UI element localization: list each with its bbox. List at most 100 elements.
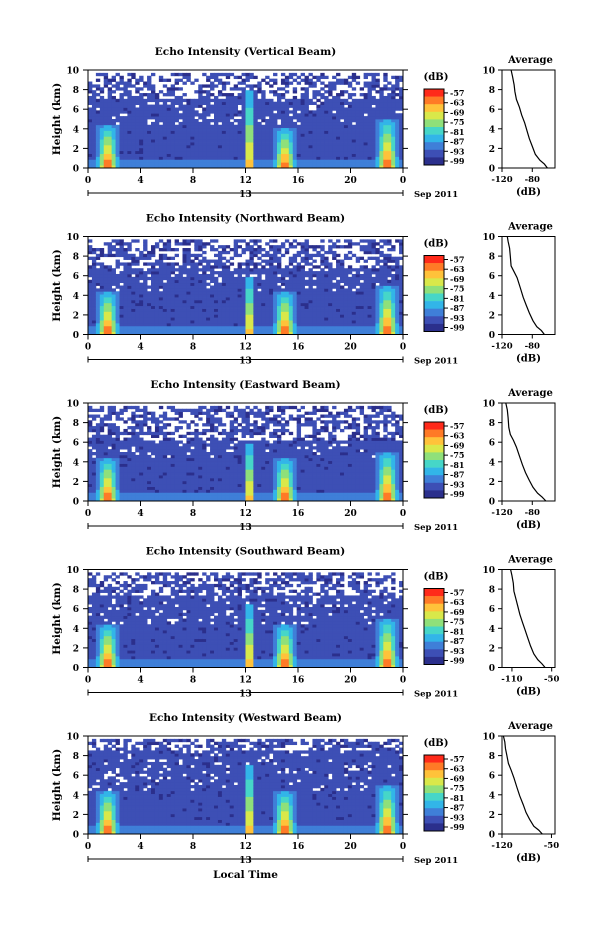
heatmap-cell	[257, 98, 262, 103]
heatmap-cell	[253, 299, 258, 304]
heatmap-cell	[143, 165, 148, 169]
heatmap-cell	[395, 285, 400, 289]
heatmap-cell	[383, 139, 388, 143]
heatmap-cell	[217, 328, 223, 333]
heatmap-cell	[367, 72, 372, 77]
heatmap-cell	[233, 130, 239, 134]
heatmap-cell	[107, 245, 113, 249]
heatmap-cell	[343, 101, 349, 105]
heatmap-cell	[375, 81, 380, 85]
heatmap-cell	[214, 130, 219, 134]
heatmap-cell	[210, 317, 215, 321]
heatmap-cell	[119, 469, 124, 473]
heatmap-cell	[127, 437, 132, 441]
heatmap-cell	[316, 308, 321, 312]
heatmap-cell	[127, 446, 132, 450]
heatmap-cell	[351, 104, 357, 108]
heatmap-cell	[111, 454, 116, 459]
heatmap-cell	[194, 294, 199, 298]
heatmap-cell	[308, 308, 313, 312]
heatmap-cell	[343, 113, 349, 117]
heatmap-cell	[95, 299, 101, 304]
heatmap-cell	[269, 328, 274, 333]
heatmap-cell	[249, 107, 254, 111]
heatmap-cell	[214, 276, 219, 281]
heatmap-cell	[391, 259, 396, 263]
heatmap-cell	[332, 136, 337, 140]
heatmap-cell	[395, 147, 400, 152]
heatmap-cell	[115, 165, 120, 169]
heatmap-cell	[178, 116, 183, 120]
heatmap-cell	[395, 271, 400, 275]
heatmap-cell	[107, 440, 113, 444]
heatmap-cell	[371, 331, 376, 335]
heatmap-cell	[103, 446, 109, 450]
heatmap-cell	[265, 107, 270, 111]
heatmap-cell	[107, 302, 113, 307]
heatmap-cell	[198, 314, 203, 318]
heatmap-cell	[127, 153, 132, 157]
heatmap-cell	[367, 331, 372, 335]
heatmap-cell	[359, 139, 365, 143]
heatmap-cell	[351, 150, 357, 154]
heatmap-cell	[320, 124, 325, 129]
heatmap-cell	[308, 124, 313, 129]
heatmap-cell	[182, 302, 187, 307]
heatmap-cell	[178, 136, 183, 140]
heatmap-cell	[225, 288, 231, 292]
heatmap-cell	[375, 72, 380, 77]
heatmap-cell	[328, 262, 333, 266]
heatmap-cell	[391, 285, 396, 289]
heatmap-cell	[143, 271, 148, 275]
heatmap-cell	[343, 156, 349, 160]
heatmap-cell	[95, 440, 101, 444]
heatmap-cell	[371, 121, 376, 126]
x-tick-label: 8	[190, 343, 196, 353]
heatmap-cell	[143, 311, 148, 315]
heatmap-cell	[300, 282, 305, 286]
heatmap-cell	[202, 113, 207, 117]
heatmap-cell	[198, 259, 203, 263]
heatmap-cell	[119, 279, 124, 284]
heatmap-cell	[115, 466, 120, 470]
heatmap-cell	[363, 165, 368, 169]
heatmap-cell	[304, 302, 309, 307]
heatmap-cell	[332, 320, 337, 324]
heatmap-cell	[375, 288, 380, 292]
heatmap-cell	[328, 107, 333, 111]
heatmap-cell	[241, 98, 246, 103]
heatmap-cell	[383, 87, 388, 91]
heatmap-cell	[277, 127, 282, 131]
heatmap-cell	[210, 322, 215, 327]
heatmap-cell	[186, 256, 191, 260]
heatmap-cell	[367, 84, 372, 88]
heatmap-cell	[123, 119, 128, 123]
heatmap-cell	[95, 268, 101, 272]
heatmap-cell	[123, 242, 128, 246]
heatmap-cell	[115, 101, 120, 105]
heatmap-cell	[336, 93, 341, 97]
heatmap-cell	[371, 322, 376, 327]
heatmap-cell	[225, 156, 231, 160]
heatmap-cell	[304, 294, 309, 298]
heatmap-cell	[99, 271, 105, 275]
heatmap-cell	[273, 90, 278, 94]
heatmap-cell	[178, 133, 183, 137]
heatmap-cell	[210, 110, 215, 114]
heatmap-cell	[166, 282, 172, 286]
heatmap-cell	[237, 311, 242, 315]
heatmap-cell	[139, 285, 144, 289]
heatmap-cell	[269, 265, 274, 269]
heatmap-cell	[359, 119, 365, 123]
heatmap-cell	[107, 95, 113, 100]
heatmap-cell	[355, 110, 361, 114]
heatmap-cell	[131, 440, 136, 444]
heatmap-cell	[351, 325, 357, 330]
heatmap-cell	[88, 139, 93, 143]
heatmap-cell	[143, 144, 148, 149]
heatmap-cell	[111, 144, 116, 149]
heatmap-cell	[347, 150, 353, 154]
heatmap-cell	[154, 308, 160, 312]
heatmap-cell	[347, 285, 353, 289]
heatmap-cell	[99, 262, 105, 266]
